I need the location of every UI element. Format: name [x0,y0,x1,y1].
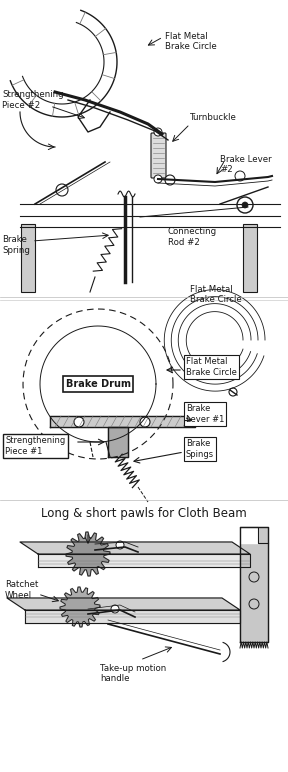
Polygon shape [60,587,100,627]
Text: Flat Metal
Brake Circle: Flat Metal Brake Circle [165,32,217,52]
Text: Strengthening
Piece #2: Strengthening Piece #2 [2,90,64,110]
Text: Connecting
Rod #2: Connecting Rod #2 [168,227,217,247]
Text: Flat Metal
Brake Circle: Flat Metal Brake Circle [190,285,242,304]
Polygon shape [25,610,240,623]
FancyBboxPatch shape [151,133,166,178]
Circle shape [140,417,150,427]
Text: Brake Lever
#2: Brake Lever #2 [220,155,272,174]
Circle shape [237,197,253,213]
Polygon shape [240,527,258,543]
Polygon shape [66,532,110,576]
Circle shape [116,541,124,549]
Polygon shape [7,598,240,610]
Text: Strengthening
Piece #1: Strengthening Piece #1 [5,436,65,455]
Polygon shape [240,527,268,642]
Text: Turnbuckle: Turnbuckle [190,113,237,121]
Bar [21,224,35,292]
Circle shape [242,202,248,208]
Polygon shape [108,427,128,457]
Text: Long & short pawls for Cloth Beam: Long & short pawls for Cloth Beam [41,507,247,520]
Circle shape [154,128,162,136]
Text: Ratchet
Wheel: Ratchet Wheel [5,581,38,600]
Text: Take-up motion
handle: Take-up motion handle [100,664,166,683]
Polygon shape [50,416,195,427]
Text: Flat Metal
Brake Circle: Flat Metal Brake Circle [186,357,237,377]
Circle shape [154,175,162,183]
Polygon shape [20,542,250,554]
Circle shape [165,175,175,185]
Text: Brake
Spings: Brake Spings [186,439,214,459]
Circle shape [111,605,119,613]
Polygon shape [38,554,250,567]
Circle shape [235,171,245,181]
Circle shape [56,184,68,196]
Circle shape [74,417,84,427]
Text: Brake
Spring: Brake Spring [2,235,30,255]
Bar [243,224,257,292]
Text: Brake Drum: Brake Drum [65,379,130,389]
Text: Brake
Lever #1: Brake Lever #1 [186,405,224,424]
